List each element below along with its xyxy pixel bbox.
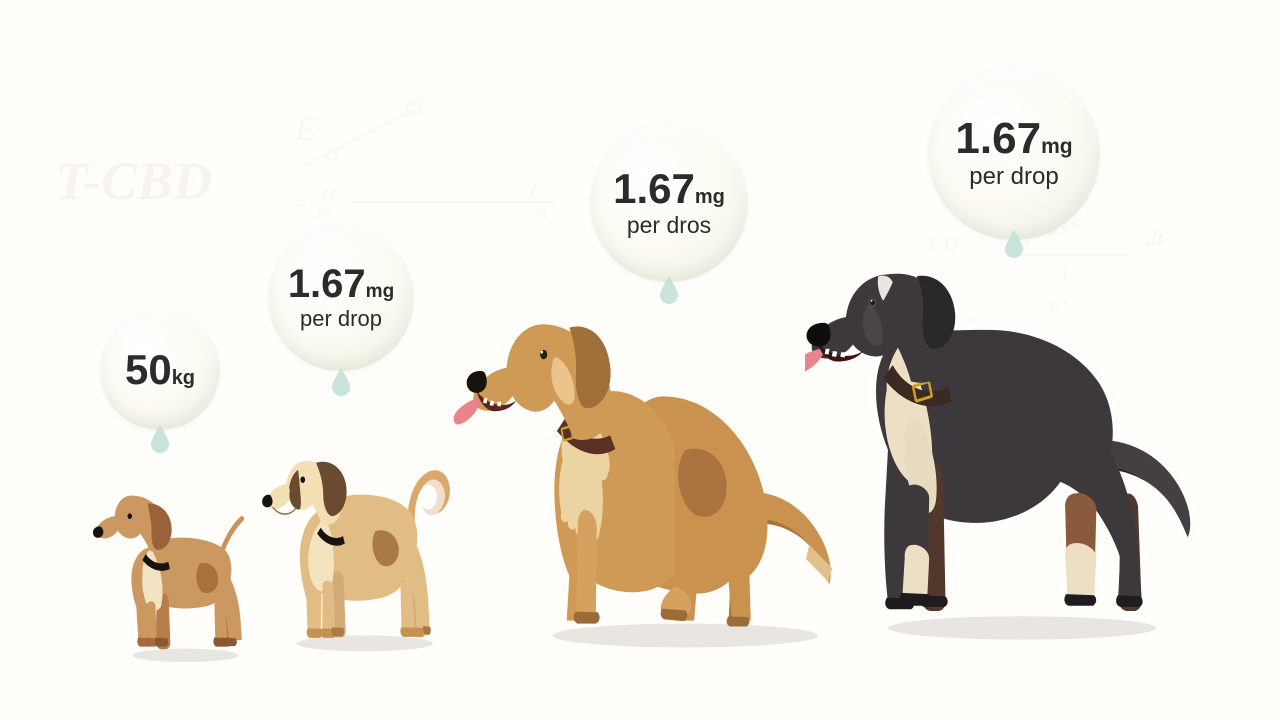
svg-text:E: E — [295, 111, 316, 148]
svg-text:10: 10 — [315, 205, 331, 222]
svg-text:=: = — [295, 193, 309, 215]
svg-text:O: O — [405, 95, 422, 121]
svg-text:11: 11 — [320, 184, 337, 204]
